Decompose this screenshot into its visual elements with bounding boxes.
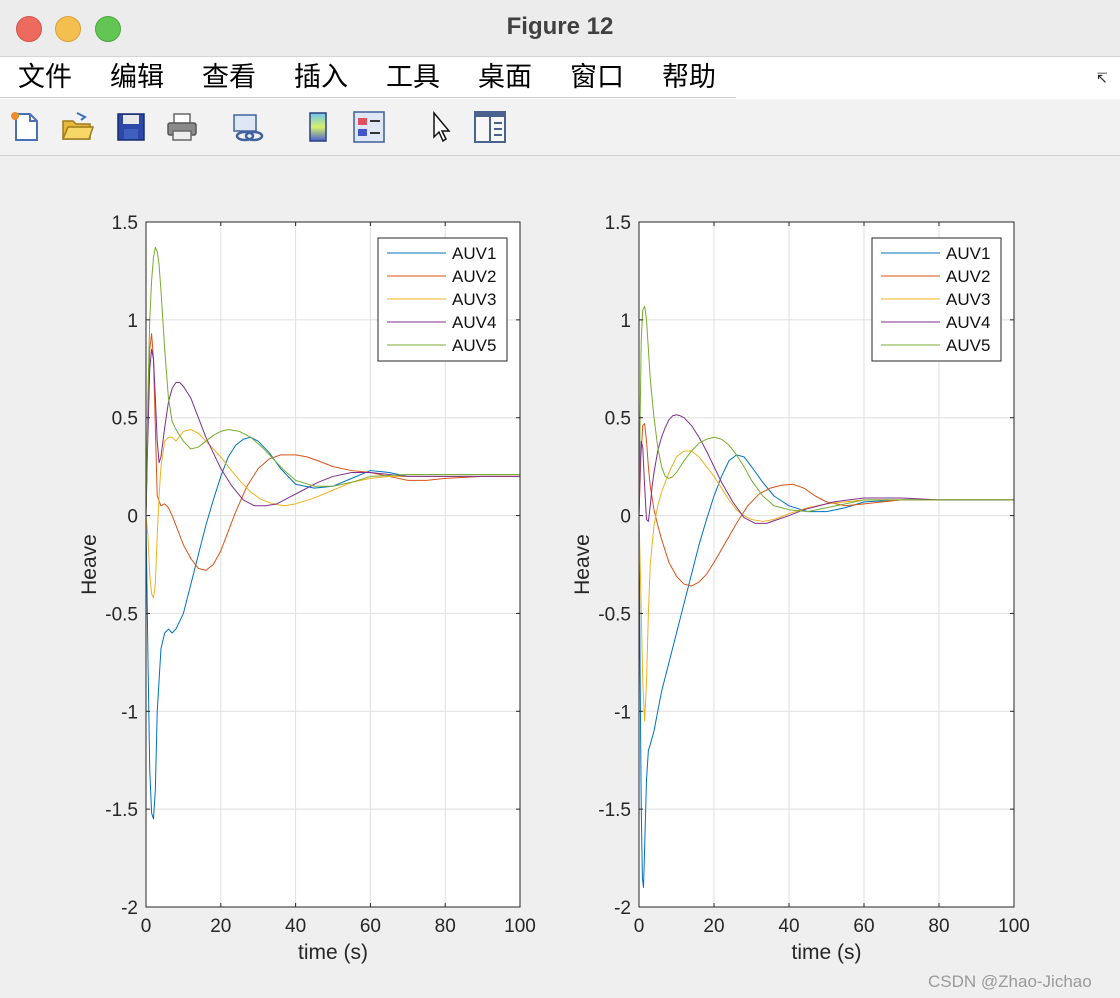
legend-label-auv4: AUV4	[452, 313, 496, 332]
maximize-window-button[interactable]	[95, 16, 121, 42]
x-tick-label: 0	[141, 916, 152, 937]
print-icon[interactable]	[164, 109, 200, 145]
legend-label-auv3: AUV3	[452, 290, 496, 309]
y-tick-label: 0	[127, 507, 138, 528]
menu-help[interactable]: 帮助	[662, 62, 716, 93]
menu-desktop[interactable]: 桌面	[478, 62, 532, 93]
menu-insert[interactable]: 插入	[294, 62, 348, 93]
y-tick-label: -2	[121, 898, 138, 919]
x-tick-label: 20	[210, 916, 231, 937]
y-tick-label: -2	[614, 898, 631, 919]
x-tick-label: 100	[504, 916, 536, 937]
legend-label-auv4: AUV4	[946, 313, 990, 332]
x-tick-label: 80	[928, 916, 949, 937]
property-editor-icon[interactable]	[472, 109, 508, 145]
series-line-auv3	[146, 428, 520, 599]
y-tick-label: 0.5	[605, 409, 631, 430]
x-tick-label: 60	[853, 916, 874, 937]
x-axis-label: time (s)	[792, 941, 862, 964]
series-line-auv4	[146, 348, 520, 516]
colorbar-icon[interactable]	[300, 109, 336, 145]
series-group	[146, 246, 520, 820]
series-group	[639, 305, 1014, 888]
series-line-auv2	[639, 423, 1014, 587]
series-line-auv5	[146, 246, 520, 516]
legend-label-auv2: AUV2	[946, 267, 990, 286]
axes-2: 0 20 40 60 80 100 -2 -1.5 -1 -0.5 0 0.5 1 1.5 time (s)…	[571, 213, 1030, 964]
series-line-auv1	[146, 436, 520, 820]
menu-bar: 文件 编辑 查看 插入 工具 桌面 窗口 帮助	[0, 57, 1120, 99]
x-tick-label: 0	[634, 916, 645, 937]
title-bar: Figure 12	[0, 0, 1120, 57]
y-tick-label: 1	[620, 311, 631, 332]
legend-label-auv5: AUV5	[452, 336, 496, 355]
y-tick-label: 0	[620, 507, 631, 528]
watermark: CSDN @Zhao-Jichao	[928, 972, 1092, 991]
menu-file[interactable]: 文件	[18, 62, 72, 93]
menu-window[interactable]: 窗口	[570, 62, 624, 93]
series-line-auv3	[639, 450, 1014, 722]
menu-divider	[0, 97, 736, 98]
legend: AUV1 AUV2 AUV3 AUV4 AUV5	[377, 237, 508, 362]
menu-edit[interactable]: 编辑	[110, 62, 164, 93]
toolbar	[0, 99, 1120, 156]
y-tick-label: -1.5	[598, 800, 631, 821]
y-tick-label: -1.5	[105, 800, 138, 821]
menu-view[interactable]: 查看	[202, 62, 256, 93]
y-axis-label: Heave	[78, 534, 101, 595]
x-tick-label: 100	[998, 916, 1030, 937]
legend-label-auv1: AUV1	[946, 244, 990, 263]
x-axis-label: time (s)	[298, 941, 368, 964]
y-axis-label: Heave	[571, 534, 594, 595]
x-tick-label: 20	[703, 916, 724, 937]
save-icon[interactable]	[113, 109, 149, 145]
minimize-window-button[interactable]	[55, 16, 81, 42]
x-tick-label: 40	[285, 916, 306, 937]
menu-overflow-icon[interactable]: ↸	[1096, 70, 1108, 86]
new-figure-icon[interactable]	[8, 109, 44, 145]
figure-canvas[interactable]: 0 20 40 60 80 100 -2 -1.5 -1 -0.5 0 0.5 1 1.5 time (s)…	[0, 156, 1120, 998]
pointer-icon[interactable]	[422, 109, 458, 145]
axes-frame	[145, 221, 521, 908]
y-tick-label: 0.5	[112, 409, 138, 430]
legend-label-auv1: AUV1	[452, 244, 496, 263]
axes-frame	[638, 221, 1015, 908]
window-title: Figure 12	[506, 13, 614, 40]
x-tick-label: 80	[435, 916, 456, 937]
legend-label-auv3: AUV3	[946, 290, 990, 309]
legend-label-auv5: AUV5	[946, 336, 990, 355]
legend: AUV1 AUV2 AUV3 AUV4 AUV5	[871, 237, 1002, 362]
menu-tools[interactable]: 工具	[386, 62, 440, 93]
legend-label-auv2: AUV2	[452, 267, 496, 286]
series-line-auv5	[639, 305, 1014, 516]
open-file-icon[interactable]	[59, 109, 95, 145]
y-tick-label: -1	[614, 702, 631, 723]
y-tick-label: -0.5	[598, 604, 631, 625]
series-line-auv4	[639, 414, 1014, 524]
close-window-button[interactable]	[16, 16, 42, 42]
x-tick-label: 60	[360, 916, 381, 937]
link-icon[interactable]	[230, 109, 266, 145]
series-line-auv1	[639, 454, 1014, 888]
legend-icon[interactable]	[351, 109, 387, 145]
y-tick-label: 1.5	[112, 213, 138, 234]
x-tick-label: 40	[778, 916, 799, 937]
y-tick-label: 1.5	[605, 213, 631, 234]
y-tick-label: 1	[127, 311, 138, 332]
y-tick-label: -1	[121, 702, 138, 723]
axes-1: 0 20 40 60 80 100 -2 -1.5 -1 -0.5 0 0.5 1 1.5 time (s)…	[78, 213, 536, 964]
y-tick-label: -0.5	[105, 604, 138, 625]
